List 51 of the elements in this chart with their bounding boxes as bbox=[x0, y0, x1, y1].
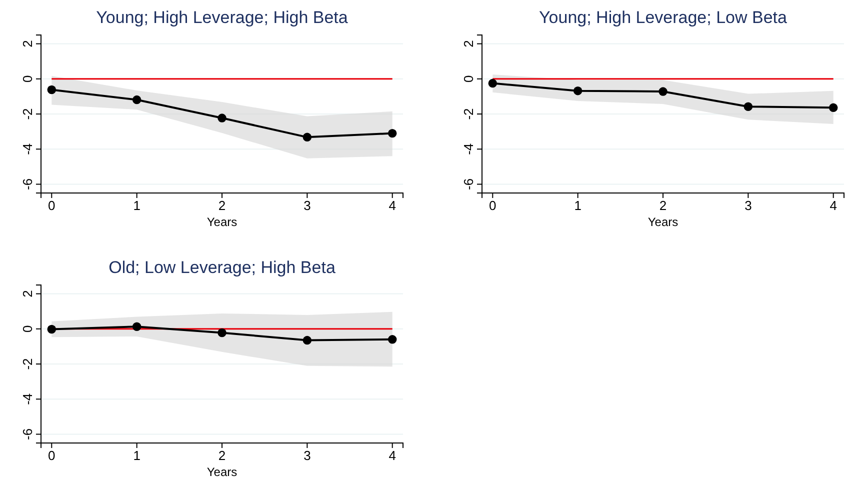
point bbox=[744, 102, 753, 111]
x-tick-label: 2 bbox=[218, 198, 226, 214]
y-tick-label: -2 bbox=[20, 358, 36, 370]
x-tick-label: 2 bbox=[218, 448, 226, 464]
point bbox=[828, 103, 838, 112]
chart-title: Young; High Leverage; Low Beta bbox=[539, 8, 788, 27]
y-tick-label: -2 bbox=[20, 108, 36, 120]
y-tick-label: -6 bbox=[461, 178, 476, 190]
x-tick-label: 4 bbox=[830, 198, 837, 214]
y-tick-label: -4 bbox=[461, 143, 476, 155]
point bbox=[47, 324, 56, 334]
x-axis-title: Years bbox=[206, 465, 238, 479]
point bbox=[302, 132, 312, 142]
y-tick-label: 2 bbox=[461, 40, 476, 48]
chart-title: Young; High Leverage; High Beta bbox=[96, 8, 348, 27]
point bbox=[573, 86, 582, 96]
point bbox=[302, 336, 312, 345]
x-tick-label: 0 bbox=[48, 448, 56, 464]
x-tick-label: 3 bbox=[304, 448, 311, 464]
x-tick-label: 0 bbox=[489, 198, 496, 214]
y-tick-label: 2 bbox=[20, 290, 36, 298]
x-tick-label: 1 bbox=[133, 448, 140, 464]
y-tick-label: -6 bbox=[20, 428, 36, 440]
y-tick-label: -4 bbox=[20, 143, 36, 155]
x-axis-title: Years bbox=[206, 215, 238, 229]
x-tick-label: 0 bbox=[48, 198, 56, 214]
point bbox=[388, 128, 397, 138]
y-tick-label: -2 bbox=[461, 108, 476, 120]
y-tick-label: 0 bbox=[20, 75, 36, 83]
x-axis-title: Years bbox=[648, 215, 678, 229]
point bbox=[132, 95, 142, 104]
chart-title: Old; Low Leverage; High Beta bbox=[108, 258, 336, 277]
y-tick-label: 0 bbox=[461, 75, 476, 83]
point bbox=[488, 78, 498, 88]
x-tick-label: 3 bbox=[744, 198, 752, 214]
y-tick-label: -6 bbox=[20, 178, 36, 190]
x-tick-label: 4 bbox=[388, 448, 396, 464]
point bbox=[218, 114, 226, 122]
x-tick-label: 1 bbox=[133, 198, 140, 214]
point bbox=[132, 322, 142, 331]
x-tick-label: 1 bbox=[574, 198, 582, 214]
x-tick-label: 2 bbox=[659, 198, 667, 214]
x-tick-label: 4 bbox=[388, 198, 396, 214]
point bbox=[218, 328, 226, 338]
y-tick-label: -4 bbox=[20, 393, 36, 405]
y-tick-label: 0 bbox=[20, 325, 36, 333]
point bbox=[47, 85, 56, 94]
point bbox=[658, 87, 668, 96]
point bbox=[388, 335, 397, 344]
x-tick-label: 3 bbox=[304, 198, 311, 214]
y-tick-label: 2 bbox=[20, 40, 36, 48]
